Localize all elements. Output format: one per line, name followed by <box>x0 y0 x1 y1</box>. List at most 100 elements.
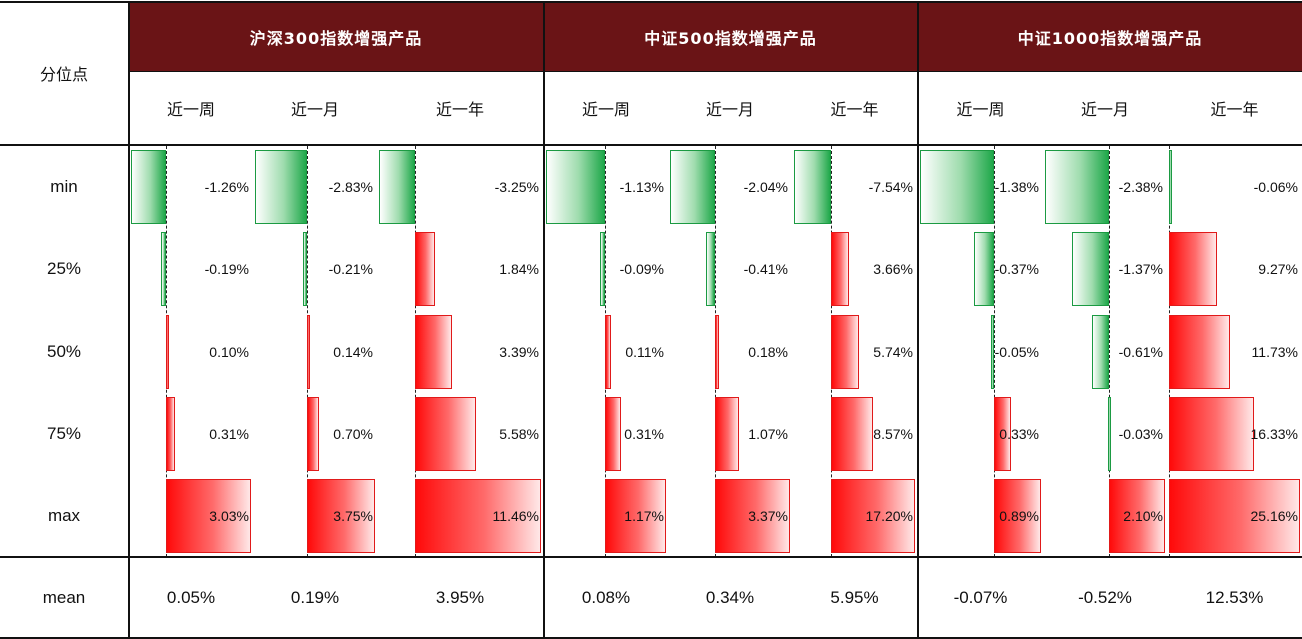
value-g1-p2-r0: -2.83% <box>328 179 373 195</box>
hline-0 <box>0 1 1302 3</box>
mean-value-g3-p2: -0.52% <box>1078 588 1132 607</box>
bar-g2-p1-r1 <box>600 232 605 306</box>
value-g2-p2-r0: -2.04% <box>743 179 788 195</box>
bar-g2-p2-r1 <box>706 232 716 306</box>
value-g2-p2-r4: 3.37% <box>748 508 788 524</box>
mean-value-g3-p3: 12.53% <box>1205 588 1264 607</box>
value-g1-p2-r3: 0.70% <box>333 426 373 442</box>
row-header-label: 分位点 <box>39 65 88 84</box>
row-label-4: max <box>47 506 81 525</box>
vline-2 <box>917 1 919 638</box>
period-label-g2-p1: 近一周 <box>581 100 630 119</box>
bar-g1-p1-r4 <box>166 479 251 553</box>
value-g3-p1-r4: 0.89% <box>999 508 1039 524</box>
bar-g1-p2-r2 <box>306 315 310 389</box>
row-label-1: 25% <box>46 259 82 278</box>
value-g3-p2-r2: -0.61% <box>1118 344 1163 360</box>
value-g2-p3-r3: 8.57% <box>873 426 913 442</box>
mean-label: mean <box>42 588 86 607</box>
hline-3 <box>0 637 1302 639</box>
value-g1-p1-r1: -0.19% <box>204 261 249 277</box>
period-label-g3-p2: 近一月 <box>1080 100 1129 119</box>
vline-0 <box>128 1 130 638</box>
value-g1-p1-r4: 3.03% <box>209 508 249 524</box>
bar-g1-p1-r1 <box>160 232 167 306</box>
bar-g3-p3-r4 <box>1169 479 1300 553</box>
bar-g1-p3-r2 <box>414 315 453 389</box>
value-g3-p3-r2: 11.73% <box>1251 344 1298 360</box>
row-label-0: min <box>50 177 78 196</box>
bar-g3-p2-r3 <box>1107 397 1111 471</box>
value-g1-p2-r2: 0.14% <box>333 344 373 360</box>
bar-g3-p1-r4 <box>993 479 1041 553</box>
period-label-g1-p1: 近一周 <box>166 100 215 119</box>
value-g2-p3-r2: 5.74% <box>873 344 913 360</box>
value-g2-p2-r2: 0.18% <box>748 344 788 360</box>
bar-g1-p1-r0 <box>131 150 167 224</box>
value-g2-p2-r1: -0.41% <box>743 261 788 277</box>
bar-g3-p3-r2 <box>1169 315 1231 389</box>
bar-g2-p1-r4 <box>604 479 666 553</box>
bar-g3-p2-r2 <box>1092 315 1109 389</box>
value-g1-p3-r0: -3.25% <box>494 179 539 195</box>
bar-g1-p3-r4 <box>414 479 541 553</box>
bar-g3-p2-r1 <box>1072 232 1109 306</box>
value-g3-p2-r1: -1.37% <box>1118 261 1163 277</box>
bar-g3-p1-r2 <box>990 315 994 389</box>
mean-value-g1-p1: 0.05% <box>166 588 216 607</box>
value-g3-p2-r0: -2.38% <box>1118 179 1163 195</box>
value-g2-p3-r0: -7.54% <box>868 179 913 195</box>
bar-g1-p3-r3 <box>414 397 477 471</box>
bar-g3-p1-r3 <box>993 397 1012 471</box>
bar-g2-p1-r2 <box>604 315 611 389</box>
bar-g2-p2-r3 <box>715 397 739 471</box>
bar-g1-p1-r3 <box>166 397 175 471</box>
period-label-g3-p1: 近一周 <box>956 100 1005 119</box>
bar-g1-p1-r2 <box>166 315 170 389</box>
value-g1-p3-r3: 5.58% <box>499 426 539 442</box>
period-label-g1-p3: 近一年 <box>435 100 484 119</box>
value-g3-p3-r1: 9.27% <box>1258 261 1298 277</box>
bar-g1-p2-r1 <box>302 232 307 306</box>
bar-g2-p1-r0 <box>546 150 605 224</box>
bar-g3-p2-r4 <box>1108 479 1165 553</box>
bar-g1-p2-r3 <box>306 397 320 471</box>
zero-axis-g3-p1 <box>994 146 995 557</box>
value-g2-p1-r0: -1.13% <box>619 179 664 195</box>
value-g1-p2-r1: -0.21% <box>328 261 373 277</box>
period-label-g1-p2: 近一月 <box>290 100 339 119</box>
bar-g2-p3-r0 <box>794 150 831 224</box>
bar-g1-p3-r1 <box>414 232 436 306</box>
row-label-3: 75% <box>46 424 82 443</box>
value-g3-p3-r0: -0.06% <box>1253 179 1298 195</box>
hline-2 <box>0 556 1302 558</box>
bar-g3-p3-r1 <box>1169 232 1218 306</box>
mean-value-g2-p3: 5.95% <box>830 588 879 607</box>
value-g3-p2-r4: 2.10% <box>1123 508 1163 524</box>
bar-g2-p2-r2 <box>715 315 720 389</box>
value-g2-p1-r1: -0.09% <box>619 261 664 277</box>
value-g1-p1-r2: 0.10% <box>209 344 249 360</box>
value-g1-p3-r1: 1.84% <box>499 261 539 277</box>
value-g2-p1-r4: 1.17% <box>624 508 664 524</box>
mean-value-g2-p1: 0.08% <box>581 588 631 607</box>
period-label-g2-p3: 近一年 <box>830 100 879 119</box>
bar-g3-p2-r0 <box>1045 150 1109 224</box>
bar-g1-p2-r0 <box>255 150 307 224</box>
value-g1-p3-r4: 11.46% <box>492 508 539 524</box>
mean-value-g2-p2: 0.34% <box>705 588 755 607</box>
group-header-1: 沪深300指数增强产品 <box>129 2 543 71</box>
value-g3-p3-r4: 25.16% <box>1250 508 1298 524</box>
value-g3-p2-r3: -0.03% <box>1118 426 1163 442</box>
bar-g2-p3-r2 <box>830 315 859 389</box>
bar-g3-p3-r0 <box>1169 150 1172 224</box>
value-g3-p1-r1: -0.37% <box>994 261 1039 277</box>
bar-g3-p3-r3 <box>1169 397 1255 471</box>
mean-value-g1-p2: 0.19% <box>290 588 340 607</box>
vline-1 <box>543 1 545 638</box>
bar-g2-p1-r3 <box>604 397 622 471</box>
value-g3-p3-r3: 16.33% <box>1250 426 1298 442</box>
bar-g2-p2-r4 <box>715 479 790 553</box>
period-label-g2-p2: 近一月 <box>705 100 754 119</box>
